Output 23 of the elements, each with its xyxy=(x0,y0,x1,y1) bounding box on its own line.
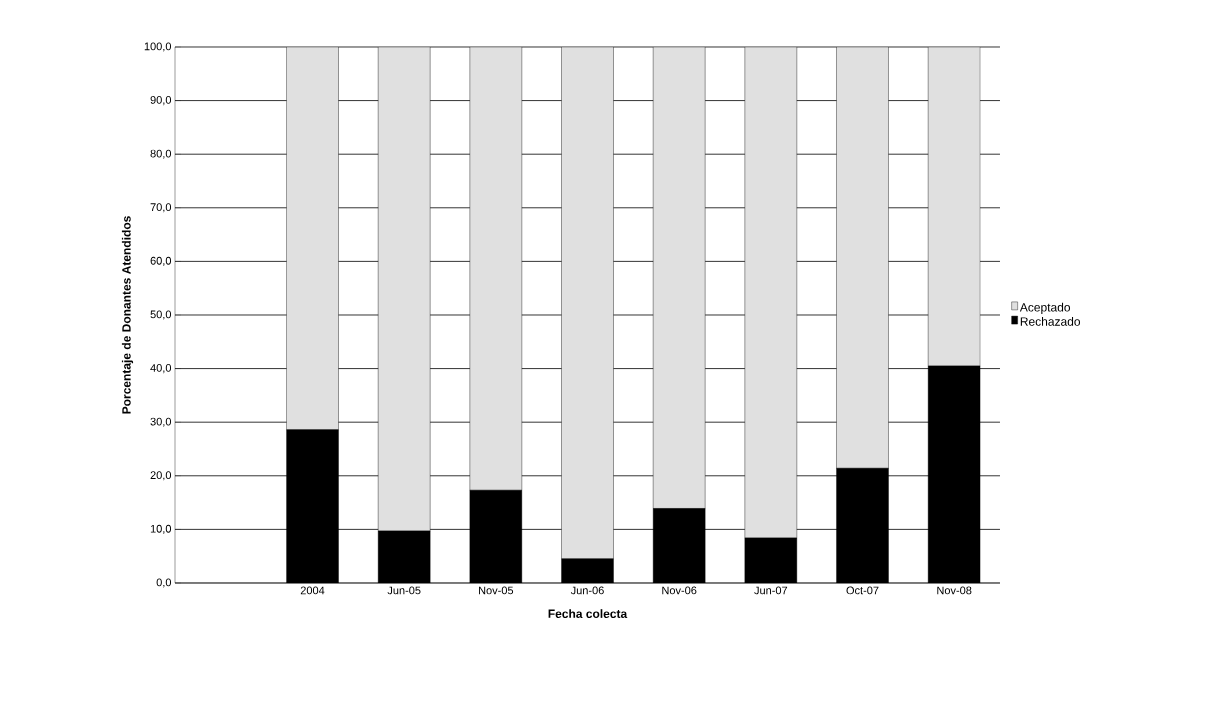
x-tick-label: 2004 xyxy=(300,586,325,595)
x-tick-label: Nov-05 xyxy=(479,586,514,595)
x-tick-label: Nov-06 xyxy=(662,586,697,595)
y-tick-label: 50,0 xyxy=(150,310,172,320)
y-tick-label: 70,0 xyxy=(150,203,172,213)
y-tick-label: 30,0 xyxy=(150,417,172,427)
x-tick-label: Jun-06 xyxy=(570,586,604,595)
y-tick-label: 20,0 xyxy=(150,471,172,481)
x-tick-label: Jun-05 xyxy=(387,586,421,595)
legend-label: Rechazado xyxy=(1020,316,1081,326)
y-axis-title: Porcentaje de Donantes Atendidos xyxy=(121,216,134,414)
y-tick-label: 100,0 xyxy=(144,42,172,52)
x-axis-title: Fecha colecta xyxy=(548,609,628,618)
y-tick-label: 90,0 xyxy=(150,96,172,106)
y-tick-label: 40,0 xyxy=(150,364,172,374)
x-tick-label: Nov-08 xyxy=(937,586,972,595)
y-tick-label: 80,0 xyxy=(150,149,172,159)
y-tick-label: 60,0 xyxy=(150,256,172,266)
x-tick-label: Jun-07 xyxy=(754,586,788,595)
x-tick-label: Oct-07 xyxy=(846,586,879,595)
legend-label: Aceptado xyxy=(1019,302,1071,314)
y-tick-label: 0,0 xyxy=(156,578,172,588)
y-tick-label: 10,0 xyxy=(150,524,172,534)
